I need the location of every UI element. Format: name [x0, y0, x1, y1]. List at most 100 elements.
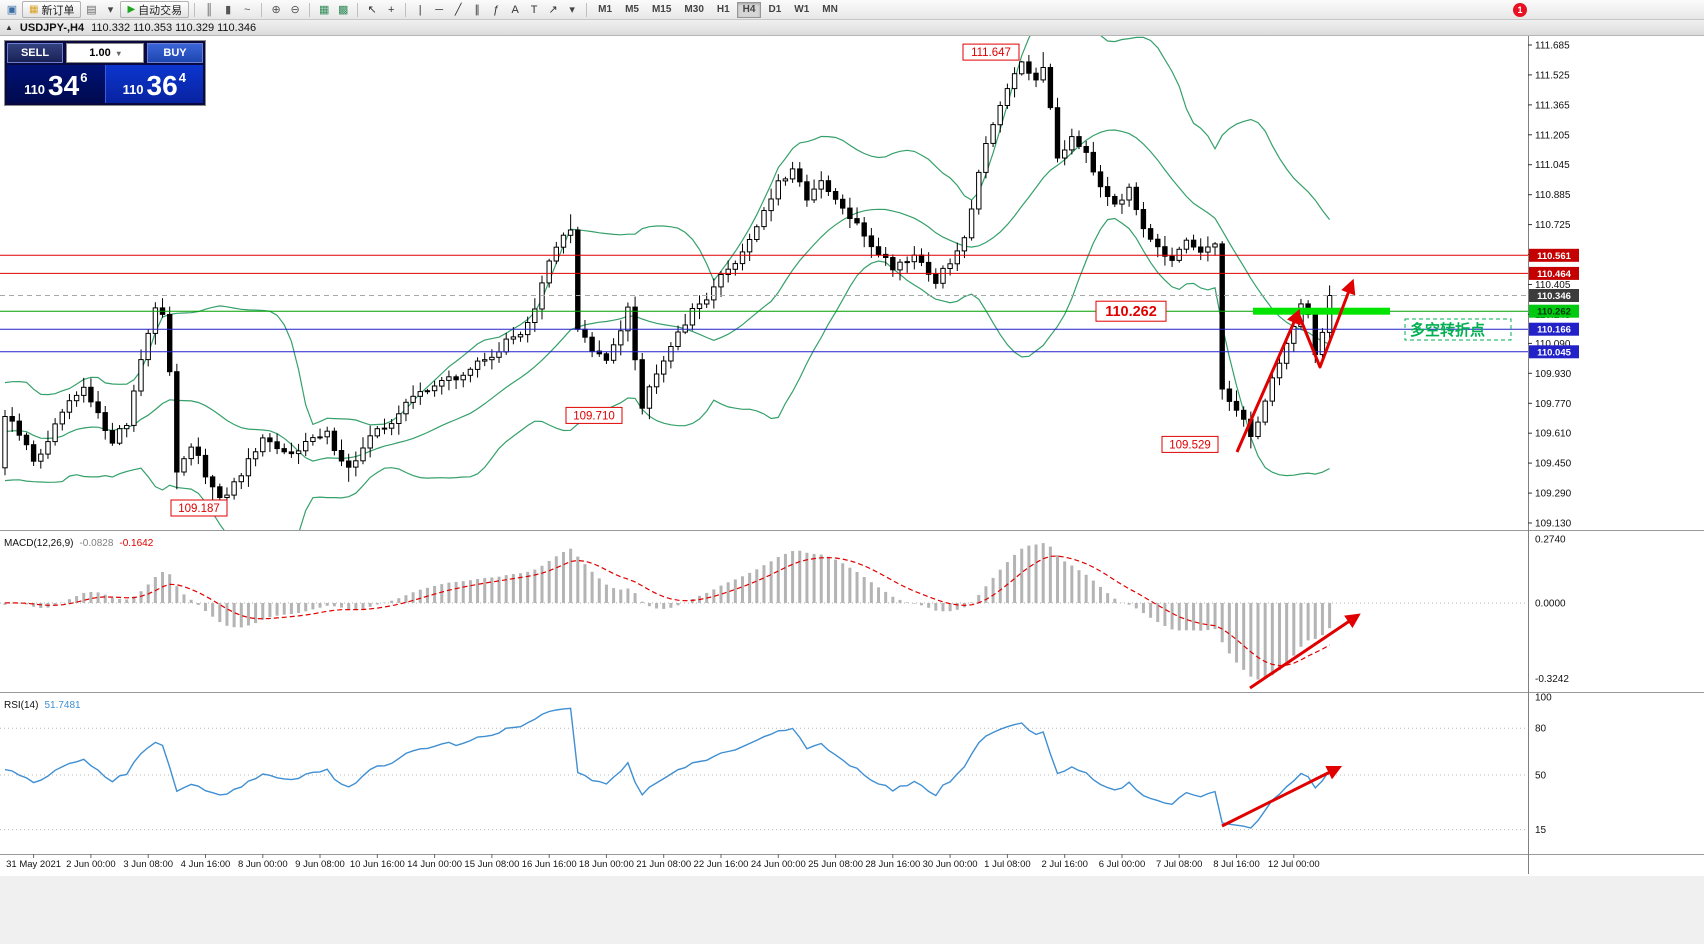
up-arrow-1[interactable] [1235, 308, 1301, 453]
candle [138, 359, 144, 392]
rsi-up-arrow[interactable] [1221, 765, 1343, 828]
fibonacci-icon[interactable]: ƒ [493, 3, 500, 16]
turning-point-label: 多空转折点 [1410, 321, 1485, 339]
candle [1133, 186, 1139, 211]
timeframe-button-m15[interactable]: M15 [646, 2, 677, 18]
chart-window-icon[interactable]: ▣ [6, 3, 18, 16]
tile-windows-icon[interactable]: ▦ [318, 3, 330, 16]
candle [517, 334, 524, 338]
sell-price[interactable]: 110 34 6 [7, 65, 105, 103]
vertical-line-icon[interactable]: | [418, 3, 422, 16]
timeframe-button-d1[interactable]: D1 [762, 2, 787, 18]
candle [918, 254, 925, 263]
candle [1026, 61, 1032, 74]
text-tool-icon[interactable]: A [511, 3, 519, 16]
candlestick-chart-icon[interactable]: ▮ [225, 3, 232, 16]
buy-price-base: 110 [122, 82, 144, 97]
notification-badge[interactable]: 1 [1513, 3, 1527, 17]
time-axis-label: 15 Jun 08:00 [464, 859, 519, 870]
timeframe-button-m1[interactable]: M1 [592, 2, 618, 18]
chart-profiles-icon[interactable]: ▤ [86, 3, 97, 16]
new-order-button[interactable]: ▦ 新订单 [22, 1, 82, 18]
timeframe-button-w1[interactable]: W1 [788, 2, 815, 18]
candle [453, 376, 459, 381]
shapes-dropdown-icon[interactable]: ▾ [569, 3, 575, 16]
price-callout[interactable]: 109.187 [170, 499, 228, 517]
price-badge: 110.561 [1529, 248, 1579, 262]
candle [1219, 243, 1225, 390]
price-chart-canvas[interactable]: 111.647 110.262 109.710 109.529 109.187 多空转折点… [0, 36, 1704, 944]
time-axis-label: 31 May 2021 [6, 859, 61, 870]
zoom-in-icon[interactable]: ⊕ [271, 3, 281, 16]
price-callout[interactable]: 109.529 [1161, 435, 1219, 453]
price-axis-tick: 109.450 [1535, 459, 1572, 470]
timeframe-button-m30[interactable]: M30 [678, 2, 709, 18]
candle [603, 353, 610, 361]
candle [696, 303, 703, 309]
price-badge: 110.346 [1529, 289, 1579, 302]
price-axis-tick: 111.525 [1535, 70, 1570, 81]
candle [338, 450, 345, 462]
price-callout[interactable]: 110.262 [1095, 300, 1167, 322]
candle [689, 308, 696, 326]
candle [1262, 400, 1268, 423]
candle [653, 373, 660, 388]
timeframe-button-mn[interactable]: MN [816, 2, 844, 18]
candle [1140, 209, 1147, 230]
candle [73, 394, 80, 402]
candle [252, 451, 259, 460]
line-chart-icon[interactable]: ~ [243, 3, 251, 16]
volume-input[interactable]: 1.00 ▾ [66, 43, 144, 63]
price-callout[interactable]: 111.647 [962, 43, 1020, 61]
support-zone-highlight[interactable] [1253, 307, 1390, 315]
trendline-icon[interactable]: ╱ [454, 3, 462, 16]
time-axis-label: 28 Jun 16:00 [865, 859, 920, 870]
price-badge: 110.045 [1529, 345, 1579, 359]
time-axis-label: 8 Jul 16:00 [1213, 859, 1259, 870]
candle [109, 430, 116, 444]
buy-button[interactable]: BUY [147, 43, 203, 63]
candles-layer [2, 52, 1333, 513]
candle [131, 390, 137, 426]
sell-button[interactable]: SELL [7, 43, 63, 63]
profiles-dropdown-icon[interactable]: ▾ [107, 3, 114, 16]
candle [1112, 196, 1118, 205]
volume-dropdown-icon[interactable]: ▾ [116, 48, 121, 58]
bar-chart-icon[interactable]: ║ [205, 3, 214, 16]
candle [1269, 377, 1275, 402]
timeframe-button-h4[interactable]: H4 [736, 1, 762, 18]
candle [983, 143, 989, 173]
cursor-icon[interactable]: ↖ [367, 3, 377, 16]
auto-trading-button[interactable]: ▶ 自动交易 [120, 1, 190, 18]
zigzag-arrow[interactable] [1296, 278, 1356, 369]
turning-point-box[interactable] [1404, 318, 1512, 341]
cascade-windows-icon[interactable]: ▩ [337, 3, 349, 16]
candle [510, 336, 517, 340]
zoom-out-icon[interactable]: ⊖ [290, 3, 300, 16]
macd-up-arrow[interactable] [1249, 613, 1361, 690]
price-callout[interactable]: 109.710 [565, 406, 623, 424]
crosshair-icon[interactable]: + [387, 3, 395, 16]
candle [1169, 255, 1175, 261]
svg-text:110.262: 110.262 [1537, 307, 1571, 318]
candle [346, 460, 352, 468]
channel-icon[interactable]: ∥ [474, 3, 480, 16]
timeframe-button-m5[interactable]: M5 [619, 2, 645, 18]
svg-text:110.561: 110.561 [1537, 251, 1572, 262]
candle [1033, 72, 1039, 81]
price-badge: 110.464 [1529, 266, 1579, 280]
buy-price[interactable]: 110 36 4 [104, 65, 203, 103]
horizontal-line-icon[interactable]: ─ [435, 3, 444, 16]
shapes-tool-icon[interactable]: ↗ [548, 3, 558, 16]
label-tool-icon[interactable]: T [530, 3, 538, 16]
time-axis-label: 3 Jun 08:00 [123, 859, 173, 870]
candle [274, 441, 280, 450]
timeframe-button-h1[interactable]: H1 [711, 2, 736, 18]
candle [88, 386, 94, 403]
candle [618, 330, 624, 346]
chart-icon: ▲ [5, 23, 13, 32]
candle [1233, 400, 1240, 411]
candle [840, 198, 846, 209]
candle [739, 251, 746, 265]
